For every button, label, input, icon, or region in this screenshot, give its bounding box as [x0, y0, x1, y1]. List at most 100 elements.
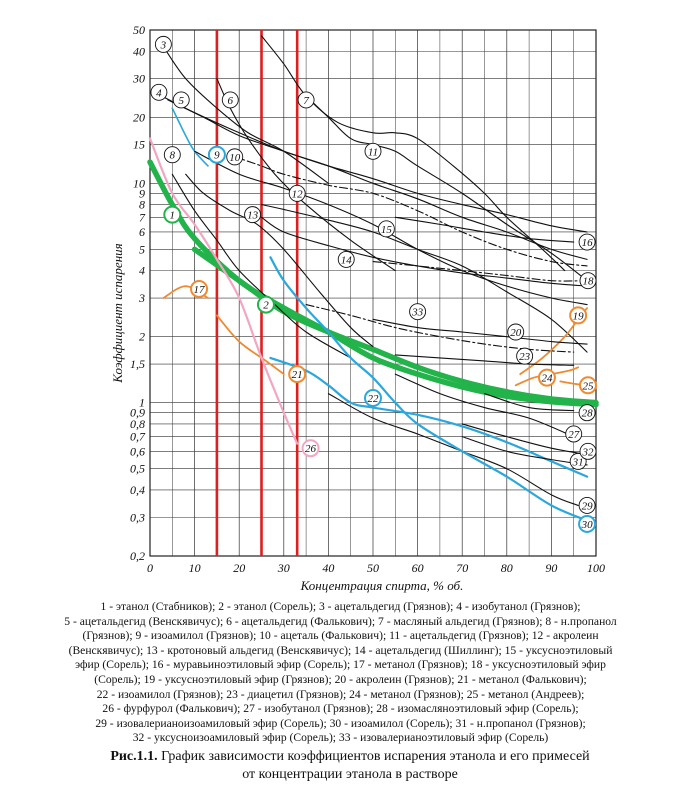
series-label-30: 30 — [581, 519, 594, 531]
series-line-5 — [167, 99, 588, 233]
series-label-29: 29 — [582, 500, 594, 512]
y-tick-label: 4 — [139, 264, 145, 278]
series-label-15: 15 — [381, 224, 393, 236]
legend-line: 32 - уксусноизоамиловый эфир (Сорель); 3… — [132, 731, 549, 745]
caption-label: Рис.1.1. — [110, 749, 158, 764]
series-label-25: 25 — [583, 380, 595, 392]
series-label-circle-6 — [221, 91, 239, 109]
series-label-circle-13 — [244, 206, 262, 224]
series-label-circle-8 — [163, 146, 181, 164]
series-label-27: 27 — [568, 429, 580, 441]
legend: 1 - этанол (Стабников); 2 - этанол (Соре… — [40, 600, 641, 746]
legend-line: 29 - изовалерианоизоамиловый эфир (Сорел… — [95, 716, 586, 730]
series-line-1 — [147, 159, 599, 408]
series-label-circle-1 — [163, 205, 182, 224]
series-line-13 — [185, 173, 374, 348]
plot-frame — [149, 29, 597, 557]
y-tick-label: 20 — [133, 110, 145, 124]
series-label-circle-21 — [288, 365, 307, 384]
series-label-circle-27 — [565, 425, 583, 443]
x-tick-label: 100 — [587, 561, 605, 575]
y-tick-label: 0,2 — [130, 549, 145, 563]
y-tick-label: 1 — [139, 396, 145, 410]
series-line-28 — [483, 393, 575, 412]
series-line-9 — [171, 107, 209, 167]
legend-line: эфир (Сорель); 16 - муравьиноэтиловый эф… — [75, 658, 606, 672]
x-tick-labels: 0 10 20 30 40 50 60 70 80 90 100 — [147, 561, 605, 575]
series-line-29 — [327, 393, 579, 506]
series-label-circle-20 — [507, 323, 525, 341]
caption-line-1: Рис.1.1. График зависимости коэффициенто… — [70, 748, 630, 766]
x-tick-label: 70 — [456, 561, 468, 575]
series-label-20: 20 — [510, 327, 522, 339]
series-line-16 — [394, 216, 575, 243]
series-label-circle-3 — [154, 35, 172, 53]
x-tick-label: 10 — [189, 561, 201, 575]
series-label-17: 17 — [194, 284, 206, 296]
legend-line: (Сорель); 19 - уксусноэтиловый эфир (Гря… — [94, 672, 587, 686]
figure-caption: Рис.1.1. График зависимости коэффициенто… — [70, 748, 630, 784]
series-label-circle-24 — [537, 368, 556, 387]
y-tick-label: 10 — [133, 176, 145, 190]
series-label-circle-16 — [578, 233, 596, 251]
y-tick-label: 1,5 — [130, 357, 145, 371]
series-label-circle-23 — [516, 347, 534, 365]
y-tick-label: 2 — [139, 330, 145, 344]
series-label-circle-18 — [579, 272, 597, 290]
series-label-circle-2 — [256, 295, 275, 314]
series-label-circle-5 — [172, 91, 190, 109]
series-line-32 — [461, 423, 588, 456]
y-tick-label: 30 — [132, 72, 145, 86]
series-label-13: 13 — [247, 210, 259, 222]
series-line-22 — [269, 356, 589, 478]
series-label-circle-12 — [288, 184, 306, 202]
legend-line: 5 - ацетальдегид (Венскявичус); 6 - ацет… — [64, 614, 617, 628]
legend-line: 26 - фурфурол (Фалькович); 27 - изобутан… — [102, 702, 579, 716]
y-tick-label: 15 — [133, 138, 145, 152]
x-tick-label: 90 — [545, 561, 557, 575]
x-tick-label: 50 — [367, 561, 379, 575]
y-tick-label: 3 — [138, 291, 145, 305]
series-label-33: 33 — [411, 307, 424, 319]
series-line-12 — [216, 150, 588, 267]
series-label-2: 2 — [263, 300, 269, 312]
series-line-30 — [269, 256, 589, 522]
x-tick-label: 40 — [322, 561, 334, 575]
series-label-circle-10 — [226, 148, 244, 166]
x-tick-label: 80 — [501, 561, 513, 575]
series-label-circle-33 — [409, 303, 427, 321]
series-label-circle-28 — [578, 404, 596, 422]
y-tick-label: 0,3 — [130, 510, 145, 524]
series-label-16: 16 — [582, 237, 594, 249]
y-tick-label: 7 — [139, 210, 146, 224]
legend-line: (Грязнов); 9 - изоамилол (Грязнов); 10 -… — [82, 629, 599, 643]
series-label-circle-30 — [578, 514, 597, 533]
legend-line: (Венскявичус); 13 - кротоновый альдегид … — [68, 643, 613, 657]
x-tick-label: 20 — [233, 561, 245, 575]
series-label-circle-22 — [364, 389, 382, 408]
series-line-18 — [372, 260, 588, 282]
series-label-circle-15 — [377, 220, 395, 238]
x-tick-label: 0 — [147, 561, 153, 575]
series-label-circle-26 — [301, 439, 320, 458]
series-line-7 — [260, 35, 566, 272]
y-tick-label: 0,4 — [130, 483, 145, 497]
caption-line-2: от концентрации этанола в растворе — [242, 767, 458, 782]
legend-line: 22 - изоамилол (Грязнов); 23 - диацетил … — [96, 687, 585, 701]
y-axis-title: Коэффициент испарения — [110, 243, 125, 383]
series-label-10: 10 — [229, 152, 241, 164]
series-label-6: 6 — [228, 95, 234, 107]
y-tick-label: 6 — [139, 225, 145, 239]
series-label-11: 11 — [368, 146, 378, 158]
y-tick-label: 9 — [139, 186, 145, 200]
series-label-circle-25 — [579, 376, 597, 395]
series-label-18: 18 — [583, 276, 595, 288]
y-tick-label: 50 — [133, 23, 145, 37]
series-label-32: 32 — [582, 446, 595, 458]
series-label-1: 1 — [170, 210, 176, 222]
y-tick-label: 0,7 — [130, 430, 146, 444]
series-label-circle-9 — [207, 145, 226, 164]
